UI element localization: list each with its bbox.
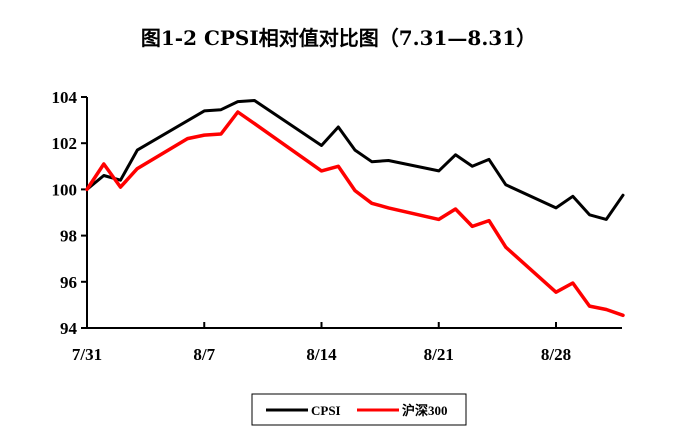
- y-tick-label: 96: [60, 273, 77, 292]
- x-tick-label: 8/7: [193, 345, 215, 364]
- chart-title: 图1-2 CPSI相对值对比图（7.31—8.31）: [140, 26, 537, 50]
- y-tick-label: 100: [52, 180, 78, 199]
- series-line-cpsi: [85, 99, 625, 221]
- x-tick-label: 8/14: [306, 345, 337, 364]
- x-tick-label: 8/21: [424, 345, 454, 364]
- legend-label: CPSI: [311, 403, 341, 418]
- y-tick-label: 98: [60, 227, 77, 246]
- x-axis: 7/31 8/7 8/14 8/21 8/28: [72, 322, 622, 364]
- legend: CPSI 沪深300: [251, 393, 467, 426]
- legend-label: 沪深300: [402, 403, 448, 418]
- y-axis: 94 96 98 100 102 104: [52, 88, 88, 338]
- y-tick-label: 104: [52, 88, 78, 107]
- series-line-hs300: [85, 110, 625, 318]
- series-layer: [85, 99, 625, 318]
- x-tick-label: 8/28: [541, 345, 571, 364]
- x-tick-label: 7/31: [72, 345, 102, 364]
- y-tick-label: 102: [52, 134, 78, 153]
- y-tick-label: 94: [60, 319, 78, 338]
